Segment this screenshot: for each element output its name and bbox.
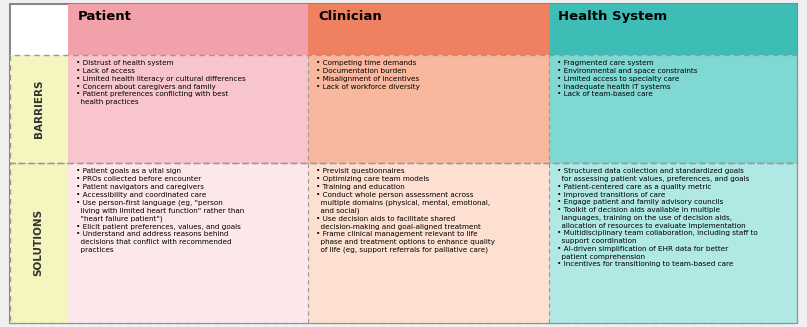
Bar xyxy=(10,55,797,163)
Bar xyxy=(549,163,797,323)
Bar xyxy=(10,55,68,163)
Text: Patient: Patient xyxy=(77,10,132,23)
Text: SOLUTIONS: SOLUTIONS xyxy=(34,209,44,276)
Bar xyxy=(10,163,68,323)
Bar xyxy=(68,163,308,323)
Text: • Fragmented care system
• Environmental and space constraints
• Limited access : • Fragmented care system • Environmental… xyxy=(557,60,697,97)
Bar xyxy=(308,163,549,323)
Bar xyxy=(10,163,797,323)
Text: Health System: Health System xyxy=(558,10,667,23)
Bar xyxy=(308,55,549,163)
Bar xyxy=(68,4,308,55)
Text: BARRIERS: BARRIERS xyxy=(34,79,44,138)
Text: • Competing time demands
• Documentation burden
• Misalignment of incentives
• L: • Competing time demands • Documentation… xyxy=(316,60,420,90)
Text: • Previsit questionnaires
• Optimizing care team models
• Training and education: • Previsit questionnaires • Optimizing c… xyxy=(316,168,495,253)
Bar xyxy=(549,55,797,163)
Bar xyxy=(549,4,797,55)
Text: • Structured data collection and standardized goals
  for assessing patient valu: • Structured data collection and standar… xyxy=(557,168,758,267)
Bar xyxy=(68,55,308,163)
Text: Clinician: Clinician xyxy=(318,10,382,23)
Bar xyxy=(308,4,549,55)
Text: • Distrust of health system
• Lack of access
• Limited health literacy or cultur: • Distrust of health system • Lack of ac… xyxy=(76,60,245,105)
Text: • Patient goals as a vital sign
• PROs collected before encounter
• Patient navi: • Patient goals as a vital sign • PROs c… xyxy=(76,168,244,253)
